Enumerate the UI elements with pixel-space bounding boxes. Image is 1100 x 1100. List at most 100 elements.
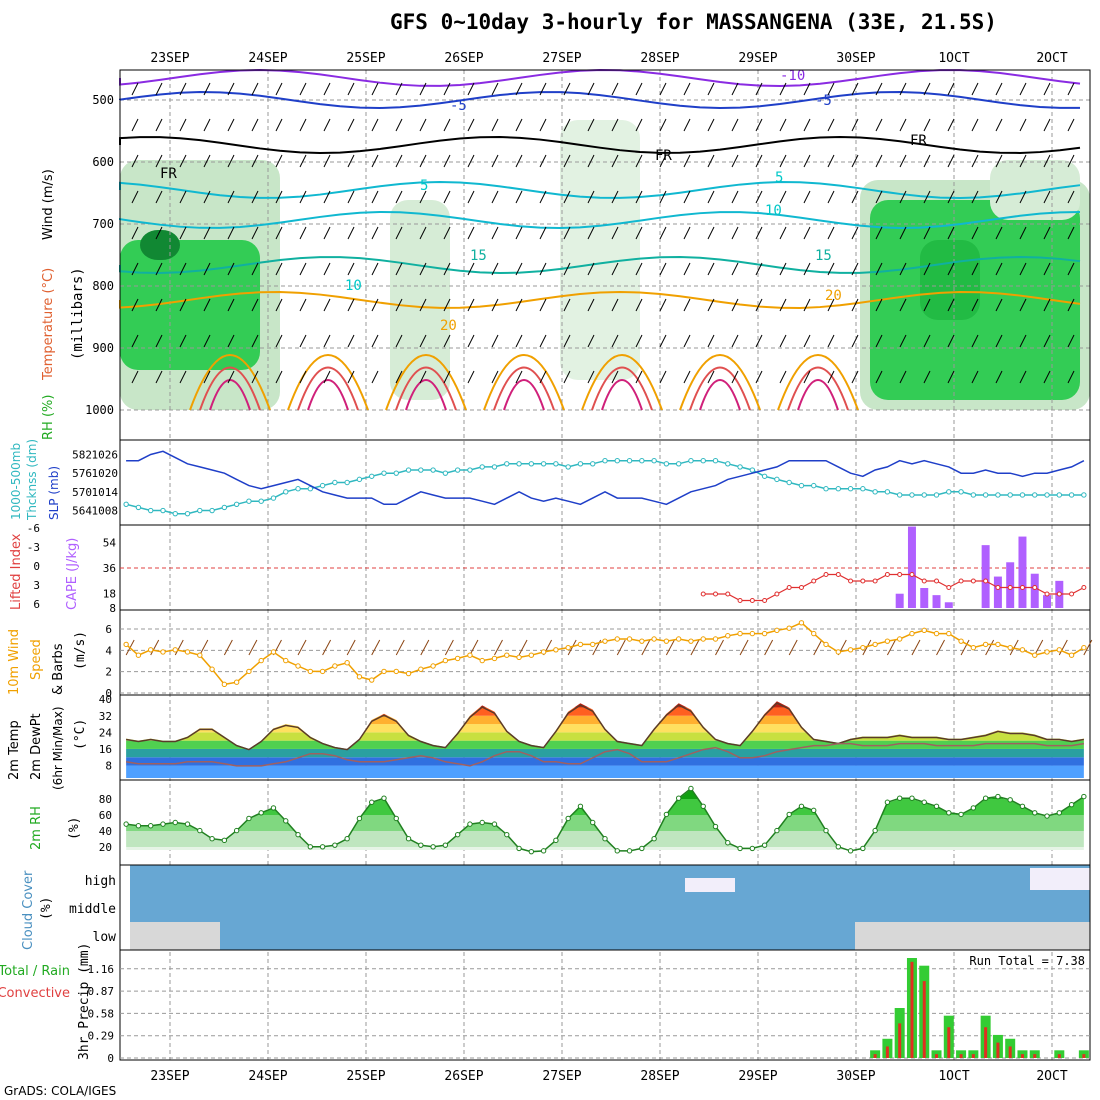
thickness-point bbox=[528, 461, 535, 467]
wind-barb bbox=[875, 154, 883, 168]
thickness-point bbox=[700, 457, 706, 464]
rh-shading bbox=[120, 120, 1090, 410]
wind-barb bbox=[299, 118, 307, 132]
wind10-point bbox=[982, 641, 989, 648]
wind-barb bbox=[587, 262, 595, 276]
thickness-point bbox=[565, 464, 571, 470]
y-tick-precip: 0.58 bbox=[88, 1007, 115, 1020]
temp-contours bbox=[119, 69, 1081, 411]
rh-point bbox=[663, 811, 670, 818]
wind-barb bbox=[467, 154, 475, 168]
wind-barb bbox=[419, 262, 427, 276]
y-tick-cape: 8 bbox=[109, 602, 116, 615]
wind-barb bbox=[539, 298, 547, 312]
thickness-point bbox=[651, 457, 657, 464]
rh-point bbox=[160, 821, 166, 827]
wind-barb bbox=[995, 190, 1003, 204]
wind-barb bbox=[947, 82, 955, 96]
wind-barb bbox=[371, 154, 379, 168]
wind10-point bbox=[405, 670, 412, 677]
wind-barb bbox=[971, 262, 979, 276]
wind-barb bbox=[779, 370, 787, 384]
thickness-point bbox=[626, 457, 633, 464]
wind-barb bbox=[179, 82, 187, 96]
contour-line bbox=[119, 135, 1081, 154]
wind-barb bbox=[179, 262, 187, 276]
rh-point bbox=[1019, 803, 1026, 809]
wind-barb bbox=[803, 226, 811, 240]
precip-conv-bar bbox=[1057, 1054, 1061, 1058]
wind-barb bbox=[515, 334, 523, 348]
x-tick-bottom: 25SEP bbox=[346, 1069, 385, 1084]
wind-barb bbox=[419, 190, 427, 204]
wind10-point bbox=[553, 647, 559, 653]
rh-point bbox=[688, 785, 694, 792]
rh-point bbox=[749, 845, 756, 852]
warm-contour bbox=[483, 354, 565, 411]
wind-barb bbox=[131, 370, 139, 384]
y-tick-li: 0 bbox=[33, 560, 40, 573]
wind-barb bbox=[347, 82, 355, 96]
wind-barb bbox=[683, 190, 691, 204]
thickness-point bbox=[553, 461, 559, 467]
wind-barb bbox=[515, 298, 523, 312]
wind10-point bbox=[283, 657, 289, 664]
wind-barb bbox=[923, 190, 931, 204]
temp-band bbox=[126, 748, 1084, 758]
wind-barb bbox=[347, 262, 355, 276]
thickness-point bbox=[344, 479, 350, 486]
wind-barb bbox=[707, 190, 715, 204]
contour-label: FR bbox=[910, 133, 927, 149]
wind-barb bbox=[683, 226, 691, 240]
wind-barb bbox=[347, 118, 355, 132]
contour-label: -10 bbox=[780, 68, 805, 84]
ylabel-minmax: (6hr Min/Max) bbox=[51, 707, 65, 791]
wind10-barb bbox=[1034, 639, 1044, 656]
wind10-point bbox=[663, 638, 670, 644]
wind-barb bbox=[779, 82, 787, 96]
wind-barb bbox=[827, 190, 835, 204]
wind-barb bbox=[683, 118, 691, 132]
cape-bar bbox=[932, 595, 941, 608]
ylabel-temp: Temperature (°C) bbox=[41, 268, 56, 381]
wind-barb bbox=[155, 118, 163, 132]
wind-barb bbox=[659, 226, 667, 240]
wind-barb bbox=[659, 118, 667, 132]
wind-barb bbox=[539, 82, 547, 96]
wind-barb bbox=[611, 334, 619, 348]
thickness-point bbox=[823, 486, 829, 492]
wind10-point bbox=[1007, 644, 1013, 651]
wind10-barb bbox=[764, 639, 774, 656]
contour-label: 15 bbox=[470, 248, 487, 264]
wind10-point bbox=[798, 620, 805, 626]
wind-barb bbox=[371, 262, 379, 276]
wind-barb bbox=[539, 226, 547, 240]
x-tick-top: 23SEP bbox=[150, 51, 189, 66]
wind-barb bbox=[371, 118, 379, 132]
wind-barb bbox=[827, 82, 835, 96]
rh-point bbox=[246, 815, 252, 822]
wind-barb bbox=[467, 226, 475, 240]
wind-barb bbox=[971, 118, 979, 132]
wind-barb bbox=[227, 262, 235, 276]
thickness-point bbox=[688, 457, 694, 464]
rh-point bbox=[1056, 810, 1063, 816]
wind-barb bbox=[1019, 82, 1027, 96]
wind10-point bbox=[909, 630, 915, 637]
wind-barb bbox=[371, 190, 379, 204]
wind-barb bbox=[851, 82, 859, 96]
thickness-point bbox=[123, 501, 129, 508]
rh-point bbox=[283, 818, 289, 824]
y-tick-temp: 24 bbox=[99, 726, 113, 739]
thickness-point bbox=[970, 492, 977, 498]
rh-point bbox=[553, 837, 559, 844]
wind-barb bbox=[299, 190, 307, 204]
wind-barb bbox=[155, 190, 163, 204]
wind-barb bbox=[707, 298, 715, 312]
y-tick-cape: 36 bbox=[103, 562, 116, 575]
li-point bbox=[909, 572, 915, 577]
wind-barb bbox=[467, 298, 475, 312]
ylabel-convective: Convective bbox=[0, 986, 70, 1001]
wind-barb bbox=[947, 118, 955, 132]
cape-bar bbox=[993, 576, 1002, 608]
